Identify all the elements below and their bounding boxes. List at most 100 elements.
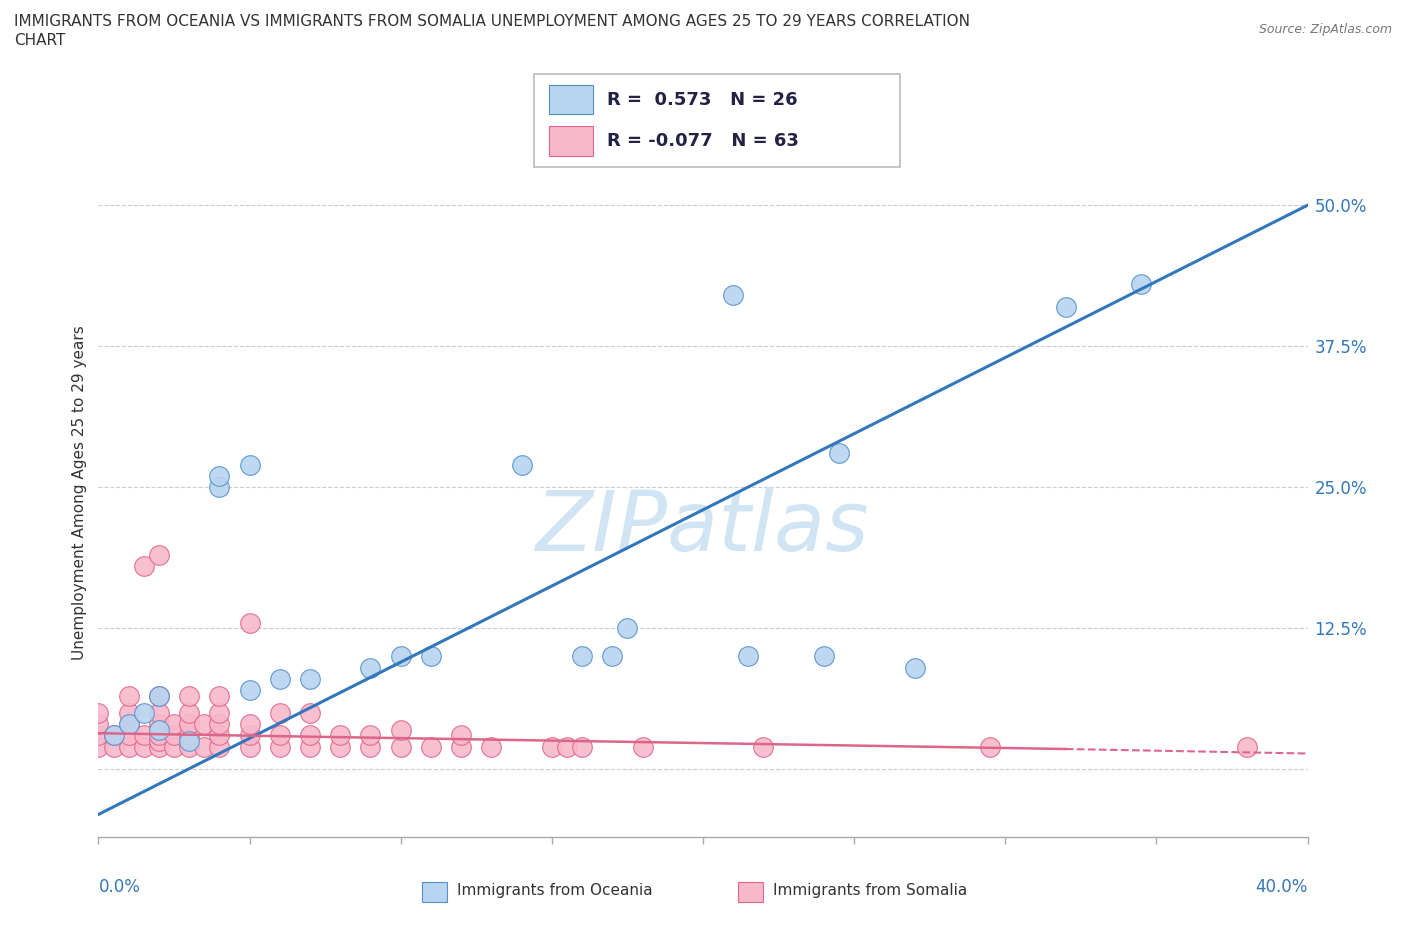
Point (118, 688, 141, 703)
Point (103, 728, 125, 743)
Point (555, 739, 578, 754)
Point (389, 649, 412, 664)
Point (360, 728, 382, 743)
Point (103, 739, 125, 754)
Bar (548, 85, 593, 114)
Point (419, 739, 441, 754)
Point (193, 717, 215, 732)
Point (1236, 739, 1258, 754)
Point (299, 728, 322, 743)
Text: ZIPatlas: ZIPatlas (536, 486, 870, 568)
Point (87, 717, 110, 732)
Point (616, 621, 638, 636)
Point (148, 688, 170, 703)
Text: Immigrants from Somalia: Immigrants from Somalia (773, 884, 967, 898)
Point (602, 649, 624, 664)
Point (193, 739, 215, 754)
Point (239, 458, 262, 472)
Point (118, 717, 141, 732)
Point (177, 688, 201, 703)
Point (132, 706, 155, 721)
Text: Immigrants from Oceania: Immigrants from Oceania (457, 884, 652, 898)
Point (269, 728, 291, 743)
Point (163, 717, 186, 732)
Point (752, 739, 775, 754)
Point (299, 706, 322, 721)
Point (329, 739, 352, 754)
Point (979, 739, 1001, 754)
Text: R = -0.077   N = 63: R = -0.077 N = 63 (607, 132, 799, 151)
Point (1054, 299, 1077, 314)
Point (239, 728, 262, 743)
Point (389, 739, 412, 754)
Point (828, 446, 851, 461)
Point (163, 739, 186, 754)
Point (208, 728, 231, 743)
Point (148, 688, 170, 703)
Point (299, 739, 322, 754)
Point (148, 723, 170, 737)
Text: IMMIGRANTS FROM OCEANIA VS IMMIGRANTS FROM SOMALIA UNEMPLOYMENT AMONG AGES 25 TO: IMMIGRANTS FROM OCEANIA VS IMMIGRANTS FR… (14, 14, 970, 29)
Point (118, 739, 141, 754)
Point (481, 739, 503, 754)
Y-axis label: Unemployment Among Ages 25 to 29 years: Unemployment Among Ages 25 to 29 years (72, 326, 87, 660)
Point (419, 649, 441, 664)
Point (208, 480, 231, 495)
Point (540, 739, 562, 754)
Point (208, 717, 231, 732)
Point (299, 671, 322, 686)
Point (571, 739, 593, 754)
Bar (548, 126, 593, 156)
Point (360, 739, 382, 754)
Point (737, 649, 759, 664)
Point (360, 660, 382, 675)
Point (87, 706, 110, 721)
Point (239, 717, 262, 732)
Text: 0.0%: 0.0% (98, 878, 141, 897)
Point (87, 728, 110, 743)
Point (208, 706, 231, 721)
Text: Source: ZipAtlas.com: Source: ZipAtlas.com (1258, 23, 1392, 36)
Point (118, 706, 141, 721)
Point (208, 688, 231, 703)
Point (177, 734, 201, 749)
Point (510, 458, 533, 472)
Point (148, 548, 170, 563)
Point (148, 734, 170, 749)
Point (87, 739, 110, 754)
Point (103, 728, 125, 743)
Point (132, 559, 155, 574)
Point (239, 616, 262, 631)
Point (1130, 277, 1153, 292)
Point (571, 649, 593, 664)
Point (329, 728, 352, 743)
Point (813, 649, 835, 664)
Point (269, 706, 291, 721)
Point (631, 739, 654, 754)
Point (450, 739, 472, 754)
Point (132, 739, 155, 754)
Point (118, 717, 141, 732)
Point (389, 723, 412, 737)
FancyBboxPatch shape (534, 74, 900, 167)
Point (208, 739, 231, 754)
Point (177, 706, 201, 721)
Text: R =  0.573   N = 26: R = 0.573 N = 26 (607, 90, 799, 109)
Point (904, 660, 927, 675)
Point (721, 288, 744, 303)
Text: 40.0%: 40.0% (1256, 878, 1308, 897)
Text: CHART: CHART (14, 33, 66, 47)
Point (239, 683, 262, 698)
Point (148, 728, 170, 743)
Point (148, 706, 170, 721)
Point (177, 717, 201, 732)
Point (163, 728, 186, 743)
Point (132, 728, 155, 743)
Point (177, 728, 201, 743)
Point (450, 728, 472, 743)
Point (269, 739, 291, 754)
Point (208, 469, 231, 484)
Point (177, 739, 201, 754)
Point (239, 739, 262, 754)
Point (148, 739, 170, 754)
